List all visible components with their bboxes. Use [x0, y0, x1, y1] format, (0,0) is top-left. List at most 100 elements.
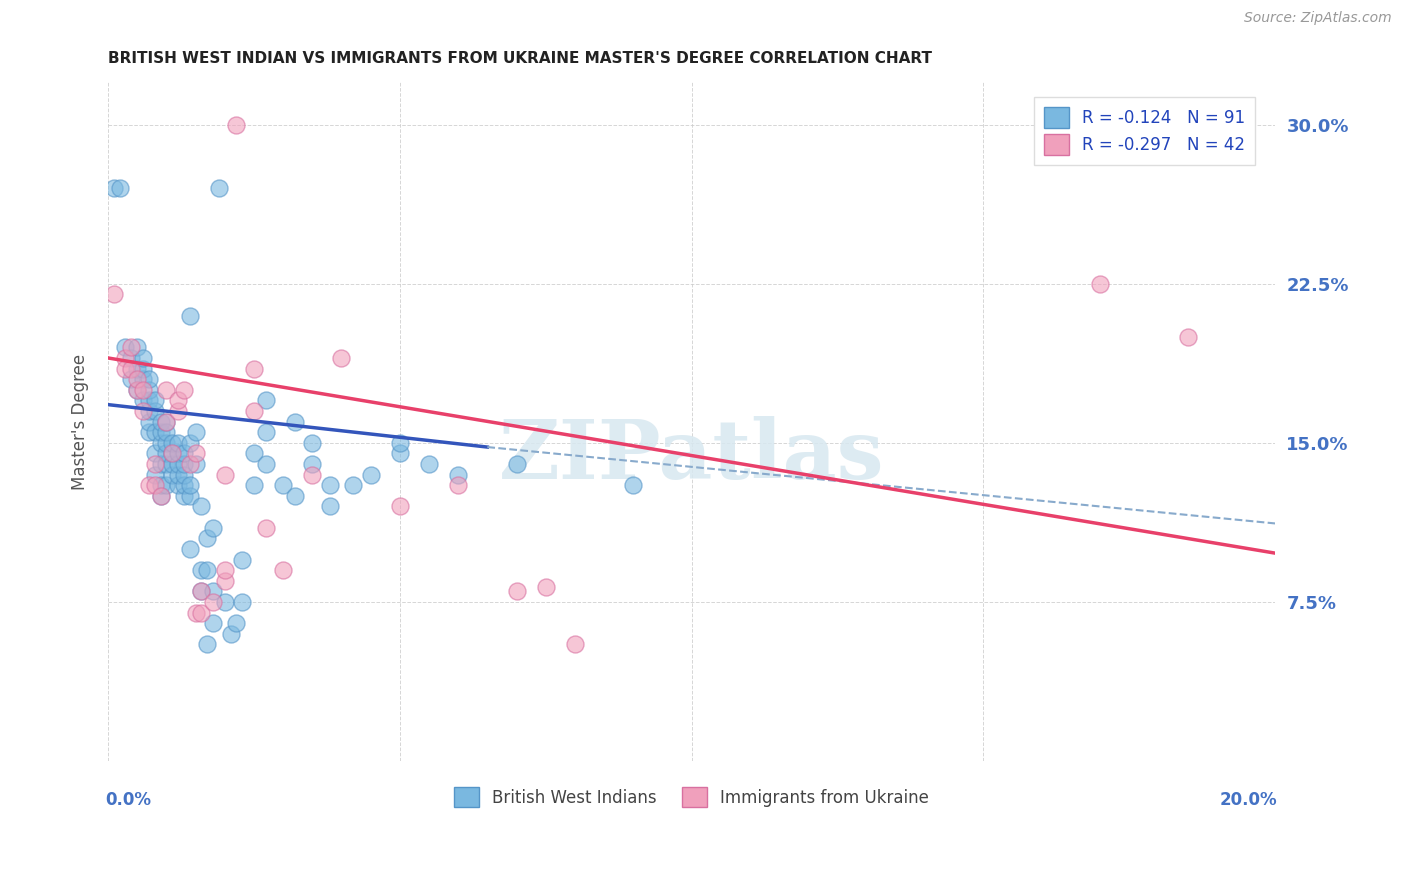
Point [301, 457, 323, 471]
Point [184, 457, 207, 471]
Point [505, 457, 527, 471]
Point [103, 181, 125, 195]
Point [621, 478, 644, 492]
Point [219, 627, 242, 641]
Point [284, 489, 307, 503]
Point [190, 584, 212, 599]
Point [173, 457, 195, 471]
Point [143, 404, 166, 418]
Point [160, 446, 183, 460]
Point [149, 489, 172, 503]
Point [202, 584, 225, 599]
Text: 20.0%: 20.0% [1220, 791, 1278, 809]
Point [243, 446, 266, 460]
Point [160, 467, 183, 482]
Point [167, 393, 190, 408]
Point [155, 457, 177, 471]
Point [114, 351, 136, 365]
Point [190, 606, 212, 620]
Point [243, 478, 266, 492]
Point [254, 457, 277, 471]
Point [301, 435, 323, 450]
Point [132, 393, 155, 408]
Point [202, 616, 225, 631]
Point [120, 361, 142, 376]
Point [202, 595, 225, 609]
Point [160, 435, 183, 450]
Point [254, 425, 277, 440]
Point [179, 457, 201, 471]
Point [103, 287, 125, 301]
Point [342, 478, 364, 492]
Point [114, 340, 136, 354]
Point [214, 467, 236, 482]
Point [1088, 277, 1111, 291]
Text: Source: ZipAtlas.com: Source: ZipAtlas.com [1244, 12, 1392, 25]
Point [225, 616, 247, 631]
Point [143, 467, 166, 482]
Point [143, 478, 166, 492]
Point [155, 478, 177, 492]
Point [330, 351, 353, 365]
Point [143, 457, 166, 471]
Point [243, 404, 266, 418]
Point [214, 595, 236, 609]
Point [138, 404, 160, 418]
Point [173, 467, 195, 482]
Point [132, 361, 155, 376]
Point [173, 446, 195, 460]
Point [447, 467, 470, 482]
Point [284, 415, 307, 429]
Point [190, 563, 212, 577]
Point [564, 637, 586, 651]
Point [179, 309, 201, 323]
Point [132, 372, 155, 386]
Point [138, 415, 160, 429]
Point [160, 457, 183, 471]
Point [160, 446, 183, 460]
Point [167, 446, 190, 460]
Point [1177, 330, 1199, 344]
Point [208, 181, 231, 195]
Point [534, 580, 557, 594]
Legend: British West Indians, Immigrants from Ukraine: British West Indians, Immigrants from Uk… [447, 780, 936, 814]
Point [173, 489, 195, 503]
Text: ZIPatlas: ZIPatlas [499, 416, 884, 496]
Y-axis label: Master's Degree: Master's Degree [72, 353, 89, 490]
Point [447, 478, 470, 492]
Point [132, 351, 155, 365]
Point [127, 383, 149, 397]
Point [173, 478, 195, 492]
Point [388, 435, 411, 450]
Point [179, 541, 201, 556]
Point [231, 595, 253, 609]
Point [388, 500, 411, 514]
Point [167, 404, 190, 418]
Text: BRITISH WEST INDIAN VS IMMIGRANTS FROM UKRAINE MASTER'S DEGREE CORRELATION CHART: BRITISH WEST INDIAN VS IMMIGRANTS FROM U… [108, 51, 932, 66]
Point [127, 340, 149, 354]
Point [195, 531, 218, 545]
Point [138, 383, 160, 397]
Point [179, 478, 201, 492]
Point [179, 435, 201, 450]
Point [138, 393, 160, 408]
Point [184, 425, 207, 440]
Point [149, 415, 172, 429]
Point [190, 500, 212, 514]
Point [225, 118, 247, 132]
Point [271, 563, 294, 577]
Point [155, 425, 177, 440]
Point [155, 435, 177, 450]
Point [167, 435, 190, 450]
Point [167, 457, 190, 471]
Point [155, 415, 177, 429]
Point [127, 383, 149, 397]
Point [254, 393, 277, 408]
Point [184, 446, 207, 460]
Point [360, 467, 382, 482]
Point [149, 478, 172, 492]
Point [155, 446, 177, 460]
Point [167, 467, 190, 482]
Point [138, 425, 160, 440]
Point [127, 361, 149, 376]
